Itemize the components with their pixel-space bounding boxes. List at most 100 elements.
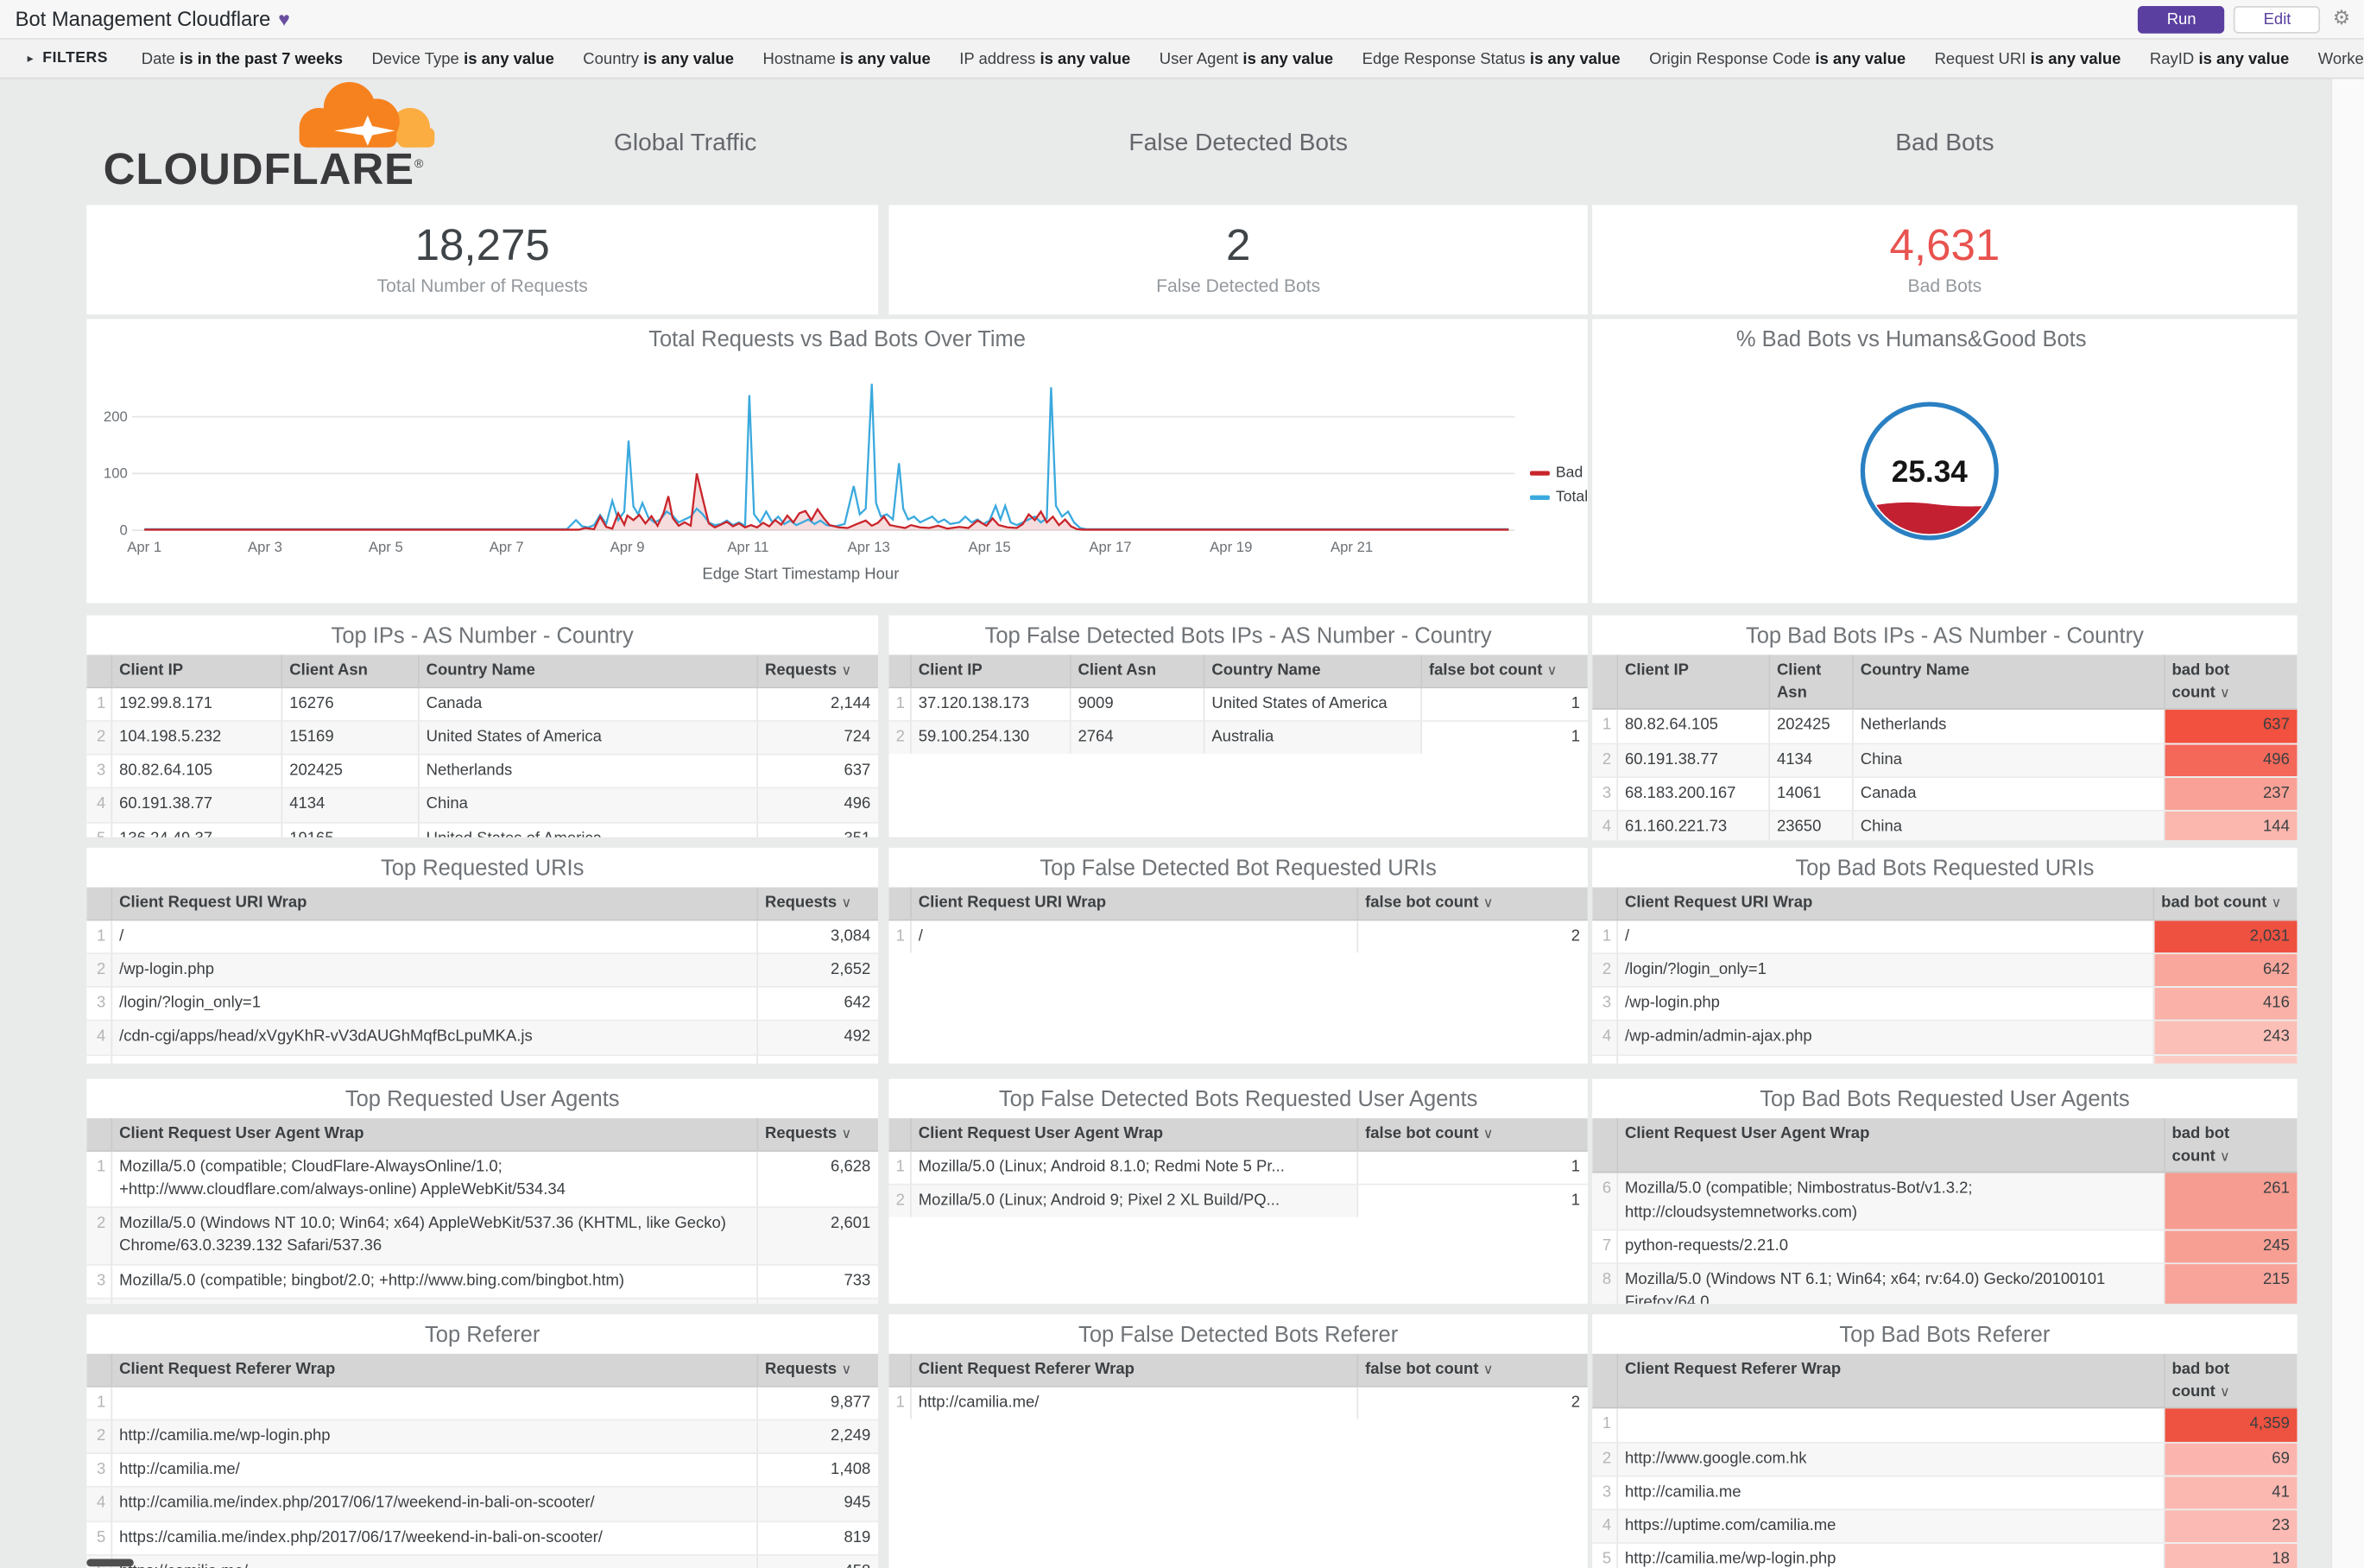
sorted-column-header[interactable]: bad bot count ∨: [2152, 887, 2298, 920]
cell: Mozilla/5.0 (compatible; bingbot/2.0; +h…: [110, 1263, 757, 1299]
column-header[interactable]: Client IP: [1615, 654, 1769, 711]
legend-item[interactable]: Bad Bots: [1530, 465, 1588, 482]
filter-chip[interactable]: Hostname is any value: [762, 50, 931, 69]
sorted-column-header[interactable]: false bot count ∨: [1419, 654, 1588, 688]
horizontal-scrollbar-thumb[interactable]: [86, 1559, 134, 1567]
row-index: 2: [888, 1183, 911, 1217]
column-header[interactable]: Client Request URI Wrap: [1615, 887, 2153, 920]
cell: 37.120.138.173: [909, 686, 1070, 721]
edit-button[interactable]: Edit: [2234, 5, 2321, 33]
sorted-column-header[interactable]: false bot count ∨: [1356, 1118, 1588, 1152]
filter-chip[interactable]: Request URI is any value: [1934, 50, 2121, 69]
svg-text:Apr 19: Apr 19: [1210, 539, 1252, 555]
value-cell: 819: [755, 1520, 879, 1555]
column-header[interactable]: Client IP: [110, 654, 281, 688]
line-chart[interactable]: 0 100 200 Apr 1 Apr 3 Apr 5 Apr 7 Apr 9 Apr 11 Ap…: [86, 319, 1588, 604]
kpi-bad-bots: 4,631 Bad Bots: [1592, 205, 2298, 315]
column-header[interactable]: Client IP: [909, 654, 1070, 688]
cell: United States of America: [1202, 686, 1421, 721]
liquid-gauge[interactable]: 25.34: [1592, 319, 2298, 604]
sorted-column-header[interactable]: bad bot count ∨: [2162, 1118, 2298, 1174]
column-header[interactable]: Country Name: [417, 654, 757, 688]
row-index: 4: [1592, 1020, 1617, 1055]
cell: http://camilia.me/: [909, 1385, 1357, 1419]
legend-item[interactable]: Total Requests: [1530, 490, 1588, 506]
column-header[interactable]: Client Asn: [1767, 654, 1853, 711]
panel-top-bad-bots-ips: Top Bad Bots IPs - AS Number - Country Cl…: [1592, 615, 2298, 841]
table-title: Top Bad Bots IPs - AS Number - Country: [1745, 624, 2144, 649]
cell: /login/?login_only=1: [1615, 952, 2153, 988]
filter-chip[interactable]: Device Type is any value: [371, 50, 554, 69]
column-header[interactable]: Client Request User Agent Wrap: [1615, 1118, 2164, 1174]
sorted-column-header[interactable]: Requests ∨: [755, 887, 879, 920]
svg-text:Apr 9: Apr 9: [610, 539, 645, 555]
column-header[interactable]: Client Request Referer Wrap: [110, 1353, 757, 1388]
column-header[interactable]: Client Request URI Wrap: [110, 887, 757, 920]
filter-chip[interactable]: Country is any value: [583, 50, 735, 69]
vertical-scrollbar-track[interactable]: [2330, 79, 2364, 1568]
row-index-header: [86, 1353, 111, 1388]
svg-text:0: 0: [120, 522, 128, 538]
column-header[interactable]: Client Asn: [1068, 654, 1204, 688]
row-index: 4: [86, 1020, 111, 1055]
x-axis-label: Edge Start Timestamp Hour: [702, 565, 900, 584]
run-button[interactable]: Run: [2138, 5, 2225, 33]
table-title: Top False Detected Bots Referer: [1078, 1323, 1399, 1348]
row-index: 5: [1592, 1542, 1617, 1568]
filters-expand-icon[interactable]: ▸: [27, 50, 34, 65]
value-cell: 1,408: [755, 1452, 879, 1488]
column-header[interactable]: Country Name: [1202, 654, 1421, 688]
sort-caret-icon: ∨: [841, 1125, 852, 1141]
column-header[interactable]: Client Request User Agent Wrap: [909, 1118, 1357, 1152]
gear-icon[interactable]: ⚙: [2332, 7, 2351, 31]
row-index-header: [888, 1353, 911, 1388]
filter-chip[interactable]: RayID is any value: [2149, 50, 2290, 69]
column-header[interactable]: Client Request User Agent Wrap: [110, 1118, 757, 1152]
filters-label[interactable]: FILTERS: [42, 49, 109, 66]
sorted-column-header[interactable]: bad bot count ∨: [2162, 1353, 2298, 1409]
filter-chip[interactable]: Date is in the past 7 weeks: [141, 50, 344, 69]
column-header[interactable]: Client Asn: [280, 654, 418, 688]
filter-chip[interactable]: Edge Response Status is any value: [1362, 50, 1621, 69]
cell: China: [417, 787, 757, 823]
value-cell: 2,144: [755, 686, 879, 721]
sorted-column-header[interactable]: false bot count ∨: [1356, 1353, 1588, 1388]
filter-list: Date is in the past 7 weeks Device Type is …: [142, 44, 2364, 72]
panel-top-false-detected-bot-requested-uris: Top False Detected Bot Requested URIs Cli…: [888, 847, 1588, 1064]
sorted-column-header[interactable]: false bot count ∨: [1356, 887, 1588, 920]
column-header[interactable]: Client Request Referer Wrap: [909, 1353, 1357, 1388]
filter-chip[interactable]: Worker Subrequestis…: [2317, 50, 2364, 69]
row-index-header: [86, 654, 111, 688]
sort-caret-icon: ∨: [2220, 1148, 2230, 1164]
kpi-value: 18,275: [414, 222, 550, 271]
sorted-column-header[interactable]: bad bot count ∨: [2162, 654, 2298, 711]
sorted-column-header[interactable]: Requests ∨: [755, 654, 879, 688]
row-index-header: [1592, 654, 1617, 711]
column-header[interactable]: Client Request URI Wrap: [909, 887, 1357, 920]
table-row: 6 Mozilla/5.0 (compatible; Nimbostratus-B…: [1592, 1172, 2298, 1230]
panel-top-bad-bots-referer: Top Bad Bots Referer Client Request Refer…: [1592, 1314, 2298, 1568]
filter-chip[interactable]: User Agent is any value: [1159, 50, 1334, 69]
filter-chip[interactable]: Origin Response Code is any value: [1649, 50, 1906, 69]
table-row: 3 http://camilia.me 41: [1592, 1475, 2298, 1510]
column-header[interactable]: Client Request Referer Wrap: [1615, 1353, 2164, 1409]
cell: United States of America: [417, 719, 757, 755]
row-index: 3: [86, 754, 111, 789]
value-cell: 496: [2162, 742, 2298, 777]
table-row: 4 61.160.221.73 23650 China 144: [1592, 809, 2298, 841]
cell: /wp-login.php: [1615, 986, 2153, 1021]
row-index: 1: [888, 919, 911, 953]
table-row: 2 59.100.254.130 2764 Australia 1: [888, 719, 1588, 755]
svg-text:200: 200: [104, 408, 128, 425]
value-cell: 1: [1419, 719, 1588, 755]
svg-text:Apr 3: Apr 3: [248, 539, 282, 555]
row-index-header: [888, 654, 911, 688]
row-index: 3: [86, 1263, 111, 1299]
cell: 59.100.254.130: [909, 719, 1070, 755]
column-header[interactable]: Country Name: [1851, 654, 2164, 711]
filter-chip[interactable]: IP address is any value: [959, 50, 1131, 69]
sorted-column-header[interactable]: Requests ∨: [755, 1353, 879, 1388]
panel-top-requested-user-agents: Top Requested User Agents Client Request …: [86, 1078, 879, 1304]
value-cell: 3,084: [755, 919, 879, 954]
sorted-column-header[interactable]: Requests ∨: [755, 1118, 879, 1152]
